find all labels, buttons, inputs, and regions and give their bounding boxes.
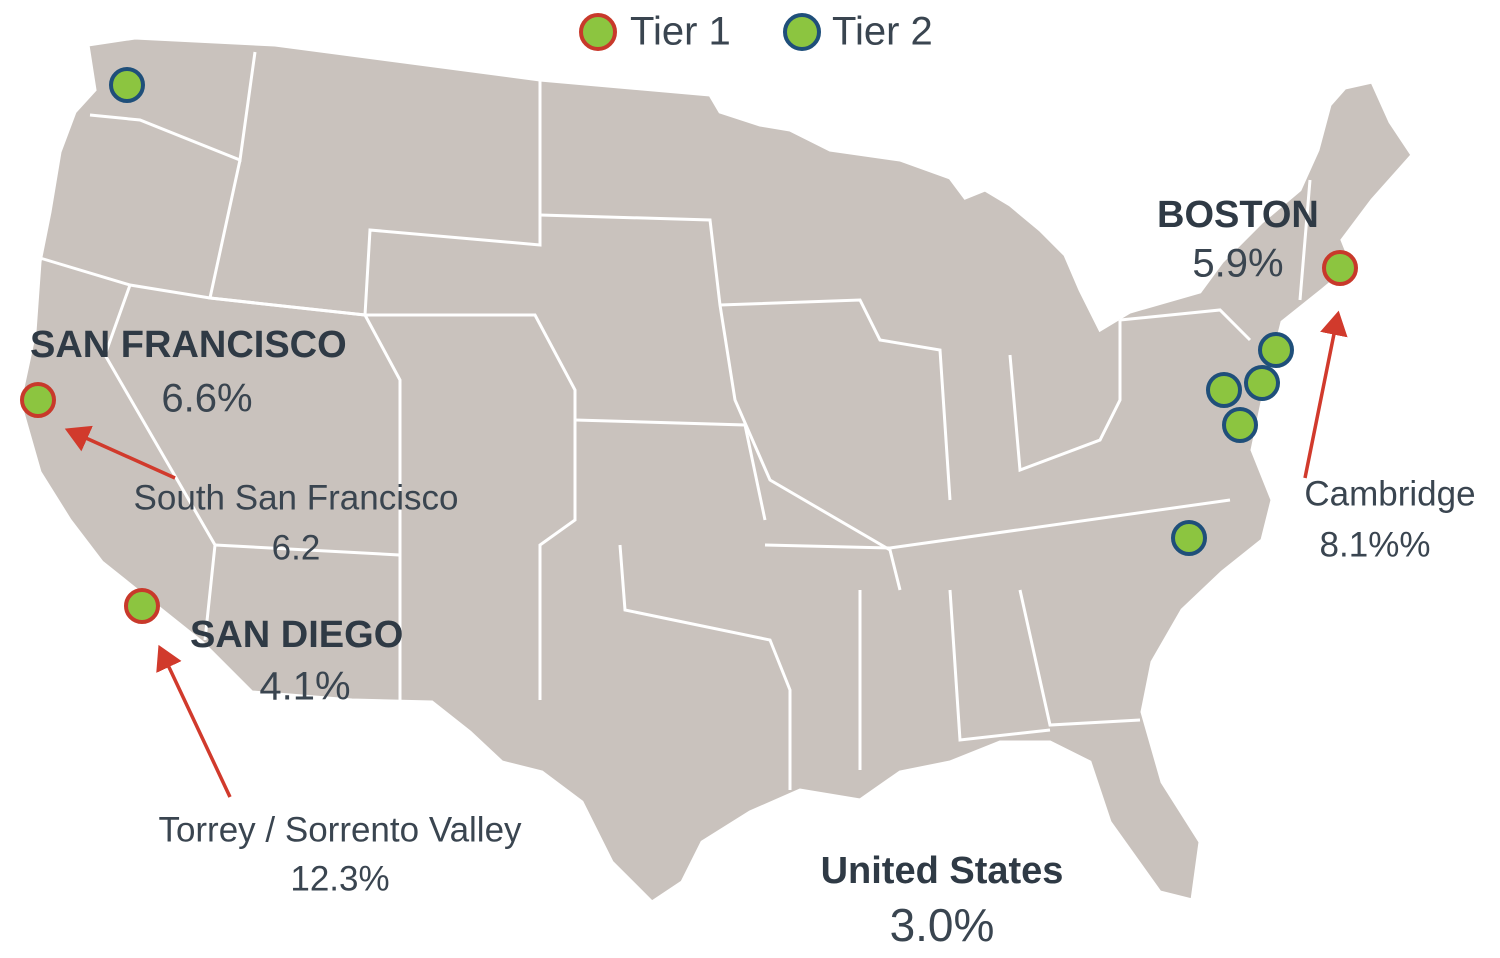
market-value: 5.9% — [1192, 242, 1283, 286]
submarket-name: South San Francisco — [134, 478, 459, 517]
market-value: 6.6% — [161, 377, 252, 421]
tier-2-marker — [1222, 407, 1258, 443]
tier-2-marker — [1258, 332, 1294, 368]
state-borders — [39, 51, 1312, 790]
submarket-name: Cambridge — [1304, 474, 1475, 513]
legend-label: Tier 1 — [630, 10, 731, 54]
market-value: 4.1% — [259, 665, 350, 709]
tier-2-marker — [1171, 520, 1207, 556]
labels: SAN FRANCISCO 6.6% South San Francisco 6… — [30, 194, 1476, 951]
arrow — [156, 644, 232, 798]
submarket-value: 8.1%% — [1320, 525, 1431, 564]
legend-marker-tier-2 — [783, 13, 821, 51]
market-name: SAN FRANCISCO — [30, 324, 347, 366]
national-name: United States — [821, 850, 1064, 892]
market-name: BOSTON — [1157, 194, 1319, 236]
submarket-value: 6.2 — [272, 528, 321, 567]
tier-1-marker — [124, 588, 160, 624]
tier-2-marker — [1244, 365, 1280, 401]
legend: Tier 1 Tier 2 — [579, 10, 933, 54]
tier-1-marker — [1322, 250, 1358, 286]
arrow — [1303, 310, 1348, 479]
submarket-name: Torrey / Sorrento Valley — [158, 810, 522, 849]
tier-2-marker — [109, 67, 145, 103]
arrows — [64, 310, 1348, 798]
legend-label: Tier 2 — [832, 10, 933, 54]
legend-marker-tier-1 — [579, 13, 617, 51]
tier-2-marker — [1206, 372, 1242, 408]
submarket-value: 12.3% — [290, 859, 389, 898]
market-name: SAN DIEGO — [190, 614, 403, 656]
us-outline — [18, 36, 1414, 904]
markers — [20, 67, 1358, 624]
tier-1-marker — [20, 382, 56, 418]
national-value: 3.0% — [890, 899, 995, 951]
arrow — [64, 425, 176, 480]
